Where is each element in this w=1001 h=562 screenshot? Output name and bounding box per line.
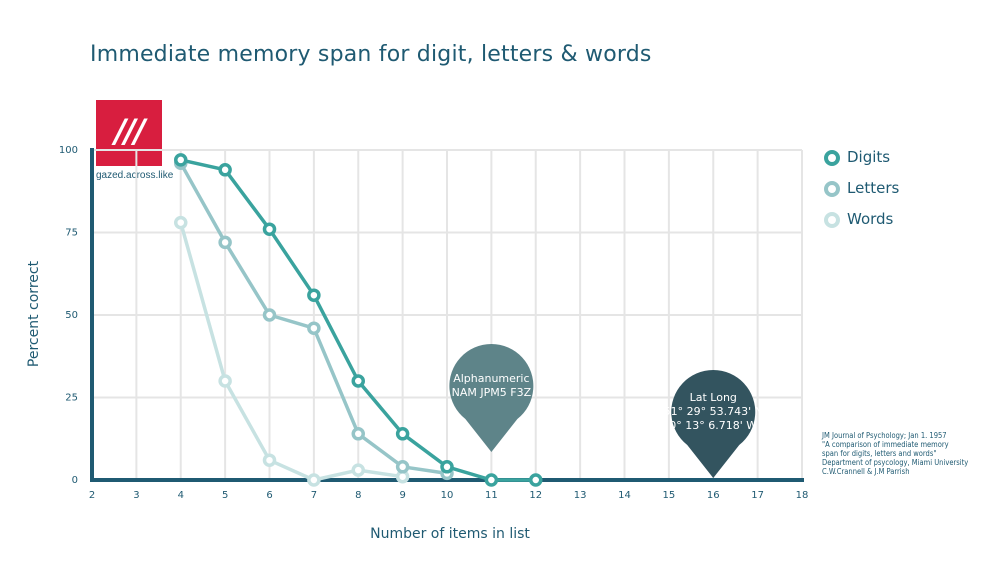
- y-tick-label: 100: [59, 145, 78, 156]
- source-line: JM Journal of Psychology; Jan 1. 1957: [822, 431, 947, 440]
- data-point-digits: [218, 163, 232, 177]
- annotation-line: 0° 13° 6.718' W: [669, 419, 758, 432]
- data-point-letters: [262, 308, 277, 322]
- x-tick-label: 4: [178, 490, 184, 501]
- tick-labels: 2 3 4 5 6 7 8 9 10 11 12 13 14 15 16 17 18 0 25 50 75 100: [59, 145, 808, 501]
- x-tick-label: 16: [707, 490, 720, 501]
- data-point-digits: [395, 427, 410, 441]
- x-axis-label: Number of items in list: [370, 526, 530, 542]
- x-tick-label: 18: [796, 490, 809, 501]
- source-line: C.W.Crannell & J.M Parrish: [822, 467, 910, 476]
- data-point-digits: [351, 374, 365, 388]
- x-tick-label: 7: [311, 490, 317, 501]
- data-point-letters: [307, 321, 321, 335]
- legend-swatch-words: [824, 212, 840, 228]
- annotation-pin: [671, 370, 756, 478]
- annotation-pin-text: Lat Long 51° 29° 53.743' N 0° 13° 6.718' W: [653, 391, 773, 433]
- x-tick-label: 5: [222, 490, 228, 501]
- legend-swatch-letters: [824, 181, 840, 197]
- x-tick-label: 17: [751, 490, 764, 501]
- x-tick-label: 12: [529, 490, 542, 501]
- annotation-pin: [449, 344, 534, 452]
- x-tick-label: 11: [485, 490, 498, 501]
- x-tick-label: 3: [133, 490, 139, 501]
- series-digits: [174, 153, 543, 487]
- y-tick-label: 75: [65, 228, 78, 239]
- logo-glyph: ///: [114, 112, 145, 150]
- annotation-line: Lat Long: [689, 391, 737, 404]
- annotation-pin-text: Alphanumeric NAM JPM5 F3Z: [431, 372, 551, 400]
- y-tick-label: 50: [65, 310, 78, 321]
- data-point-digits: [529, 473, 543, 487]
- x-tick-label: 15: [663, 490, 676, 501]
- data-point-letters: [395, 460, 410, 474]
- y-tick-label: 0: [72, 475, 78, 486]
- legend-label-digits: Digits: [847, 148, 891, 166]
- x-tick-label: 8: [355, 490, 361, 501]
- legend-swatch-digits: [824, 150, 840, 166]
- series-line-words: [179, 222, 403, 482]
- source-line: span for digits, letters and words": [822, 449, 937, 458]
- data-point-letters: [351, 427, 365, 441]
- data-point-words: [351, 463, 365, 477]
- data-point-words: [307, 473, 321, 487]
- data-point-digits: [440, 460, 454, 474]
- chart-title: Immediate memory span for digit, letters…: [90, 42, 652, 67]
- series-letters: [174, 156, 454, 481]
- data-point-digits: [484, 473, 499, 487]
- source-citation: JM Journal of Psychology; Jan 1. 1957 "A…: [822, 431, 997, 476]
- data-point-digits: [262, 222, 277, 236]
- data-point-words: [262, 453, 277, 467]
- x-tick-label: 10: [441, 490, 454, 501]
- data-point-words: [174, 215, 188, 230]
- legend-label-letters: Letters: [847, 179, 900, 197]
- data-point-words: [218, 374, 232, 388]
- x-tick-label: 9: [399, 490, 405, 501]
- data-point-letters: [218, 235, 232, 250]
- data-point-digits: [174, 153, 188, 167]
- x-tick-label: 2: [89, 490, 95, 501]
- annotation-line: 51° 29° 53.743' N: [663, 405, 763, 418]
- data-point-digits: [307, 288, 321, 302]
- legend-label-words: Words: [847, 210, 894, 228]
- series-words: [174, 215, 410, 487]
- annotation-line: NAM JPM5 F3Z: [451, 386, 532, 399]
- source-line: Department of psycology, Miami Universit…: [822, 458, 969, 467]
- logo: ///: [96, 100, 162, 166]
- y-tick-label: 25: [65, 393, 78, 404]
- x-tick-label: 6: [266, 490, 272, 501]
- annotations: [449, 344, 756, 478]
- annotation-line: Alphanumeric: [453, 372, 530, 385]
- y-axis-label: Percent correct: [26, 260, 42, 368]
- source-line: "A comparison of immediate memory: [822, 440, 949, 449]
- x-tick-label: 14: [618, 490, 631, 501]
- x-tick-label: 13: [574, 490, 587, 501]
- logo-text: gazed.across.like: [96, 170, 174, 181]
- series-layer: [174, 153, 543, 487]
